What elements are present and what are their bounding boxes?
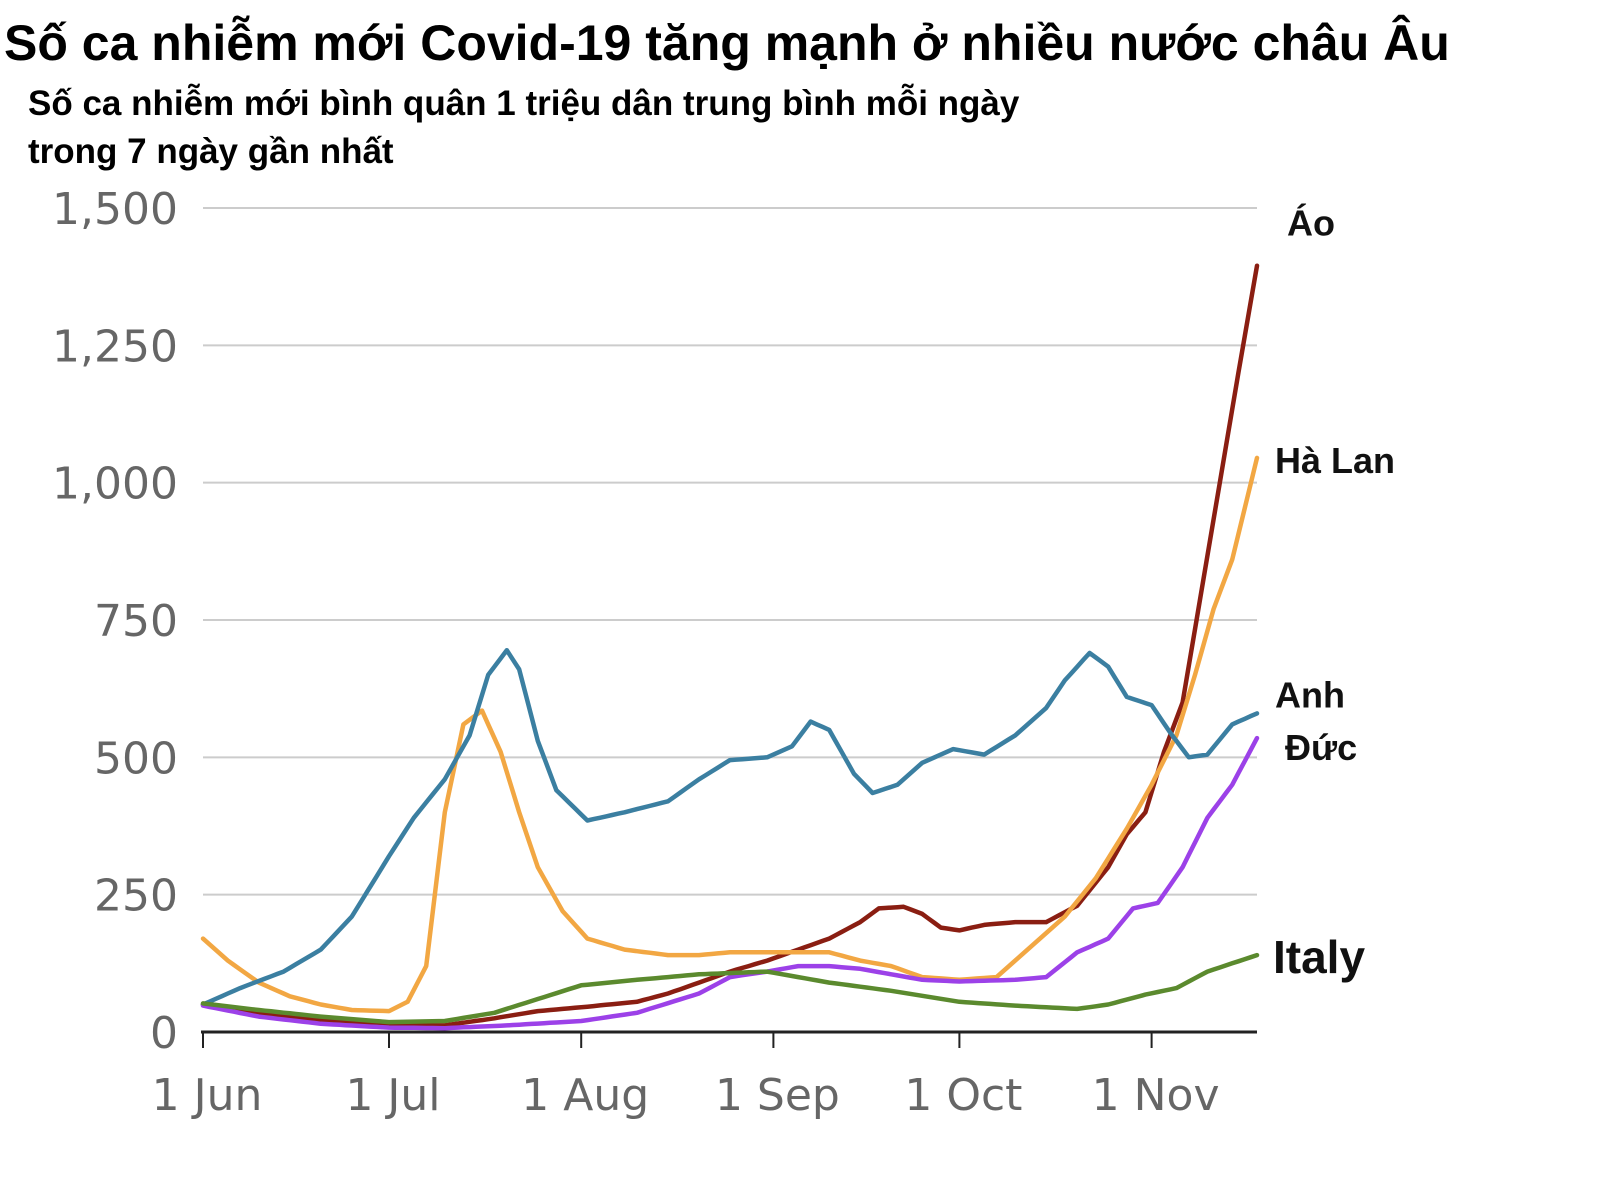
- x-tick-label: 1 Nov: [1092, 1070, 1220, 1121]
- y-tick-label: 500: [94, 733, 178, 784]
- x-tick-label: 1 Aug: [521, 1070, 649, 1121]
- y-tick-label: 1,500: [52, 184, 178, 235]
- x-tick-label: 1 Oct: [904, 1070, 1022, 1121]
- x-axis: 1 Jun 1 Jul 1 Aug 1 Sep 1 Oct 1 Nov: [152, 1030, 1257, 1121]
- subtitle-line-1: Số ca nhiễm mới bình quân 1 triệu dân tr…: [28, 84, 1020, 123]
- x-tick-label: 1 Jun: [152, 1070, 263, 1121]
- chart-title: Số ca nhiễm mới Covid-19 tăng mạnh ở nhi…: [4, 15, 1450, 71]
- series-label: Hà Lan: [1275, 440, 1395, 481]
- y-axis-ticks: 0 250 500 750 1,000 1,250 1,500: [52, 184, 178, 1059]
- chart-subtitle: Số ca nhiễm mới bình quân 1 triệu dân tr…: [28, 80, 1328, 176]
- series-line: [200, 263, 1260, 1028]
- y-tick-label: 250: [94, 871, 178, 922]
- series-label: Đức: [1285, 727, 1357, 768]
- series-label: Áo: [1287, 203, 1335, 244]
- y-tick-label: 1,250: [52, 321, 178, 372]
- series-label: Anh: [1275, 674, 1345, 715]
- series-lines: [200, 263, 1260, 1031]
- series-line: [200, 647, 1260, 1007]
- y-tick-label: 0: [150, 1008, 178, 1059]
- subtitle-line-2: trong 7 ngày gần nhất: [28, 132, 394, 171]
- x-tick-label: 1 Jul: [345, 1070, 440, 1121]
- x-tick-label: 1 Sep: [715, 1070, 840, 1121]
- series-line: [200, 735, 1260, 1031]
- gridlines: [203, 207, 1257, 896]
- series-labels: Áo Hà Lan Anh Đức Italy: [1273, 203, 1395, 983]
- y-tick-label: 1,000: [52, 459, 178, 510]
- series-line: [200, 952, 1260, 1025]
- series-line: [200, 455, 1260, 1014]
- y-tick-label: 750: [94, 596, 178, 647]
- series-label: Italy: [1273, 931, 1365, 983]
